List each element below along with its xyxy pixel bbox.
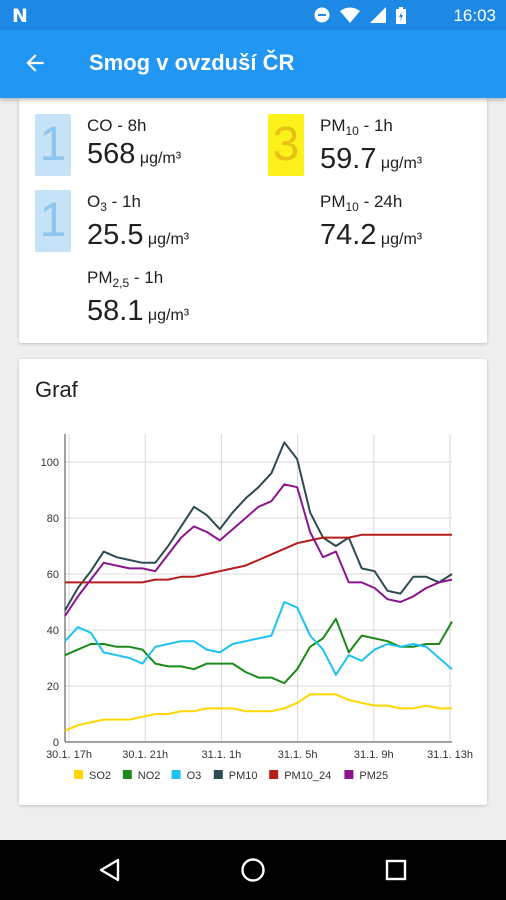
status-time: 16:03 xyxy=(453,6,496,25)
graph-title: Graf xyxy=(35,377,78,402)
y-tick-label: 100 xyxy=(41,457,59,469)
pm25-measurement: PM2,5 - 1h 58.1 μg/m³ xyxy=(87,268,189,329)
o3-label: O3 - 1h xyxy=(87,192,141,214)
y-tick-label: 0 xyxy=(53,737,59,749)
y-tick-label: 60 xyxy=(47,569,59,581)
series-line-no2 xyxy=(64,617,453,685)
pm10-24h-label: PM10 - 24h xyxy=(320,192,403,214)
pm10-24h-value: 74.2 xyxy=(320,219,377,251)
legend-swatch-pm10_24 xyxy=(269,770,279,779)
pm25-label: PM2,5 - 1h xyxy=(87,268,164,290)
co-label: CO - 8h xyxy=(87,116,147,135)
series-line-pm25 xyxy=(64,483,453,617)
legend-swatch-so2 xyxy=(74,770,83,779)
pm10-1h-label: PM10 - 1h xyxy=(320,116,393,138)
status-icons xyxy=(314,6,406,24)
status-bar: N 16:03 xyxy=(0,0,506,30)
legend-label-pm10: PM10 xyxy=(229,770,258,782)
signal-icon xyxy=(370,7,386,23)
co-index-badge: 1 xyxy=(35,114,71,176)
line-chart: 0 20 40 60 80 100 30.1. 17h 30.1. 21h 31.1. 1h 31… xyxy=(41,434,473,782)
series-line-o3 xyxy=(64,601,453,676)
do-not-disturb-icon xyxy=(314,7,330,23)
graph-card: Graf 0 20 40 60 80 100 30.1. 17h 30.1. 21h 31.1.… xyxy=(19,359,487,805)
pm10-1h-unit: μg/m³ xyxy=(380,155,423,172)
battery-icon xyxy=(396,6,406,24)
o3-index-badge: 1 xyxy=(35,190,71,252)
co-value: 568 xyxy=(87,138,136,170)
pm25-unit: μg/m³ xyxy=(147,307,190,324)
notification-n-icon: N xyxy=(12,5,28,27)
measurements-card: 1 CO - 8h 568 μg/m³ 3 PM10 - 1h 59.7 μg/… xyxy=(19,98,487,343)
back-arrow-icon[interactable] xyxy=(22,50,48,76)
pm10-1h-measurement: PM10 - 1h 59.7 μg/m³ xyxy=(320,116,422,177)
pm25-value: 58.1 xyxy=(87,295,144,327)
o3-unit: μg/m³ xyxy=(147,231,190,248)
legend-swatch-no2 xyxy=(122,770,132,779)
series-line-so2 xyxy=(64,693,452,732)
legend-label-pm25: PM25 xyxy=(359,770,388,782)
legend-label-no2: NO2 xyxy=(138,770,161,782)
nav-back-icon[interactable] xyxy=(96,856,124,884)
pm10-1h-value: 59.7 xyxy=(320,143,377,175)
app-bar: Smog v ovzduší ČR xyxy=(0,30,506,98)
series-line-pm10 xyxy=(64,441,453,611)
pm10-24h-unit: μg/m³ xyxy=(380,231,423,248)
co-unit: μg/m³ xyxy=(139,150,182,167)
legend-swatch-o3 xyxy=(171,770,181,779)
wifi-icon xyxy=(340,7,360,23)
x-tick-label: 31.1. 9h xyxy=(354,749,394,761)
co-measurement: CO - 8h 568 μg/m³ xyxy=(87,116,181,172)
x-tick-label: 30.1. 17h xyxy=(46,749,92,761)
legend-swatch-pm25 xyxy=(344,770,354,779)
x-tick-label: 30.1. 21h xyxy=(122,749,168,761)
page-title: Smog v ovzduší ČR xyxy=(89,50,295,75)
y-tick-label: 40 xyxy=(47,625,59,637)
o3-value: 25.5 xyxy=(87,219,144,251)
x-tick-label: 31.1. 13h xyxy=(427,749,473,761)
o3-measurement: O3 - 1h 25.5 μg/m³ xyxy=(87,192,189,253)
x-tick-label: 31.1. 1h xyxy=(202,749,242,761)
legend-label-pm10_24: PM10_24 xyxy=(284,770,331,782)
x-tick-label: 31.1. 5h xyxy=(278,749,318,761)
series-line-pm10_24 xyxy=(65,533,452,584)
y-tick-label: 20 xyxy=(47,681,59,693)
navigation-bar xyxy=(0,840,506,900)
legend-label-o3: O3 xyxy=(187,770,202,782)
pm10-24h-measurement: PM10 - 24h 74.2 μg/m³ xyxy=(320,192,422,253)
legend-swatch-pm10 xyxy=(213,770,223,779)
pm10-1h-index-badge: 3 xyxy=(268,114,304,176)
legend-label-so2: SO2 xyxy=(89,770,111,782)
nav-recents-icon[interactable] xyxy=(382,856,410,884)
nav-home-icon[interactable] xyxy=(239,856,267,884)
y-tick-label: 80 xyxy=(47,513,59,525)
